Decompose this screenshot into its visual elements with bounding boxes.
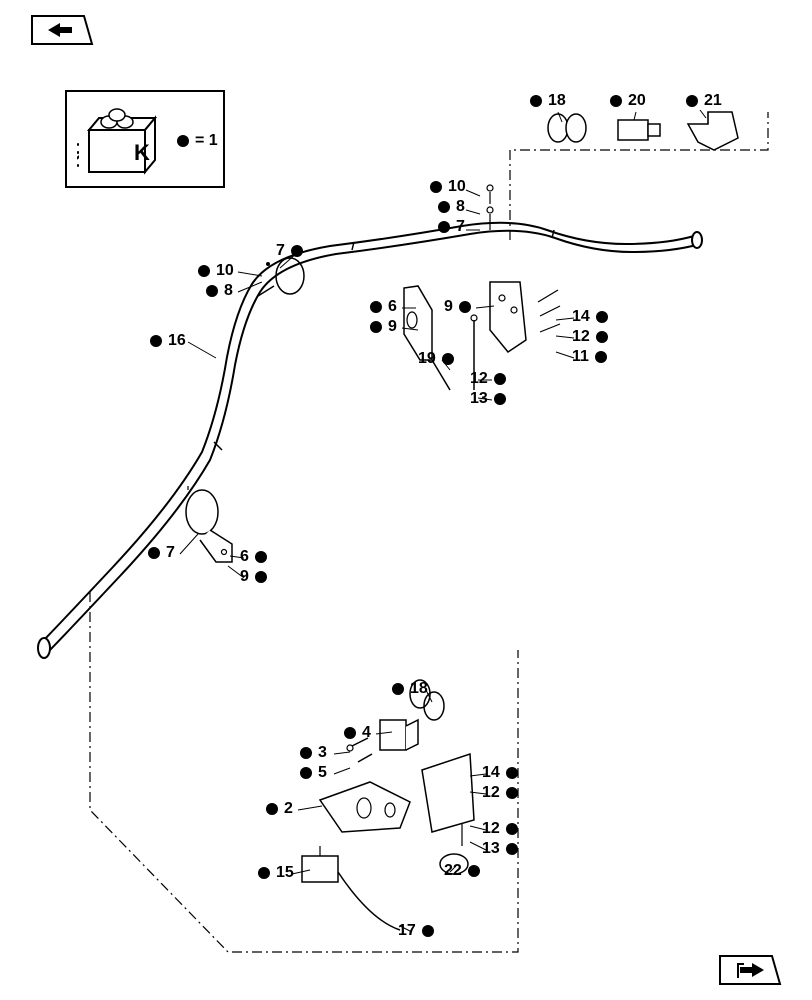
callout-14b: 14 bbox=[482, 764, 518, 782]
callout-6a: 6 bbox=[370, 298, 397, 316]
region-connector-top bbox=[508, 110, 788, 250]
callout-21: 21 bbox=[686, 92, 722, 110]
callout-4: 4 bbox=[344, 724, 371, 742]
callout-18b: 18 bbox=[392, 680, 428, 698]
callout-3: 3 bbox=[300, 744, 327, 762]
callout-19: 19 bbox=[418, 350, 454, 368]
callout-12d: 12 bbox=[482, 820, 518, 838]
callout-10a: 10 bbox=[198, 262, 234, 280]
callout-7a: 7 bbox=[276, 242, 303, 260]
callout-15: 15 bbox=[258, 864, 294, 882]
callout-10b: 10 bbox=[430, 178, 466, 196]
callout-13a: 13 bbox=[470, 390, 506, 408]
callout-11: 11 bbox=[572, 348, 607, 366]
callout-12a: 12 bbox=[470, 370, 506, 388]
callout-18a: 18 bbox=[530, 92, 566, 110]
callout-9b: 9 bbox=[444, 298, 471, 316]
bottom-assembly bbox=[250, 660, 570, 960]
callout-20: 20 bbox=[610, 92, 646, 110]
fasteners-top-center bbox=[472, 180, 512, 240]
callout-12c: 12 bbox=[482, 784, 518, 802]
callout-8a: 8 bbox=[206, 282, 233, 300]
callout-5: 5 bbox=[300, 764, 327, 782]
callout-8b: 8 bbox=[438, 198, 465, 216]
callout-16: 16 bbox=[150, 332, 186, 350]
callout-13b: 13 bbox=[482, 840, 518, 858]
callout-2: 2 bbox=[266, 800, 293, 818]
callout-9c: 9 bbox=[240, 568, 267, 586]
callout-12b: 12 bbox=[572, 328, 608, 346]
callout-17: 17 bbox=[398, 922, 434, 940]
callout-7c: 7 bbox=[148, 544, 175, 562]
callout-6b: 6 bbox=[240, 548, 267, 566]
callout-7b: 7 bbox=[438, 218, 465, 236]
callout-14a: 14 bbox=[572, 308, 608, 326]
callout-9a: 9 bbox=[370, 318, 397, 336]
callout-22: 22 bbox=[444, 862, 480, 880]
